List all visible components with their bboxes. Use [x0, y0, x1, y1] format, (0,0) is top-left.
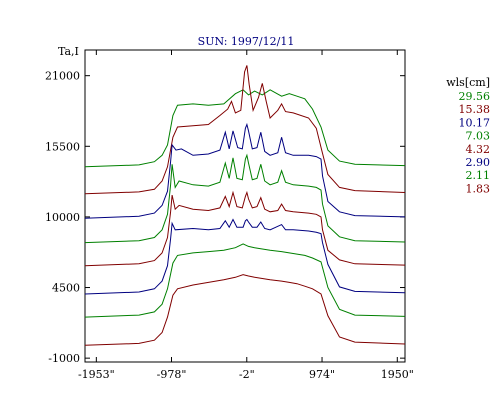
- series-line-5: [84, 190, 406, 267]
- y-tick-label: 15500: [45, 140, 80, 153]
- legend-title: wls[cm]: [446, 76, 490, 89]
- series-line-3: [84, 122, 406, 219]
- legend: wls[cm] 29.5615.3810.177.034.322.902.111…: [446, 76, 490, 195]
- y-tick-label: -1000: [48, 352, 80, 365]
- series-line-6: [84, 218, 406, 295]
- x-tick-label: -2": [239, 368, 255, 381]
- legend-entry: 10.17: [459, 116, 491, 129]
- legend-entry: 2.90: [466, 156, 491, 169]
- plot-frame: [84, 49, 406, 363]
- y-axis-label: Ta,I: [58, 45, 79, 58]
- series-line-8: [84, 274, 406, 346]
- series-line-1: [84, 89, 406, 168]
- y-axis: 21000 15500 10000 4500 -1000: [45, 70, 405, 365]
- x-tick-label: 1950": [381, 368, 414, 381]
- x-axis: -1953" -978" -2" 974" 1950": [78, 50, 414, 381]
- y-tick-label: 10000: [45, 211, 80, 224]
- x-tick-label: -1953": [78, 368, 115, 381]
- series-line-7: [84, 243, 406, 318]
- legend-entry: 2.11: [466, 169, 491, 182]
- legend-entry: 7.03: [466, 130, 491, 143]
- series-line-4: [84, 153, 406, 244]
- legend-entry: 1.83: [466, 182, 491, 195]
- y-tick-label: 21000: [45, 70, 80, 83]
- x-tick-label: -978": [157, 368, 187, 381]
- legend-entry: 4.32: [466, 143, 491, 156]
- plot-area: [84, 65, 406, 346]
- legend-entry: 15.38: [459, 103, 491, 116]
- y-tick-label: 4500: [52, 282, 80, 295]
- x-tick-label: 974": [309, 368, 335, 381]
- chart-title: SUN: 1997/12/11: [198, 35, 295, 48]
- legend-entry: 29.56: [459, 90, 491, 103]
- series-line-2: [84, 65, 406, 195]
